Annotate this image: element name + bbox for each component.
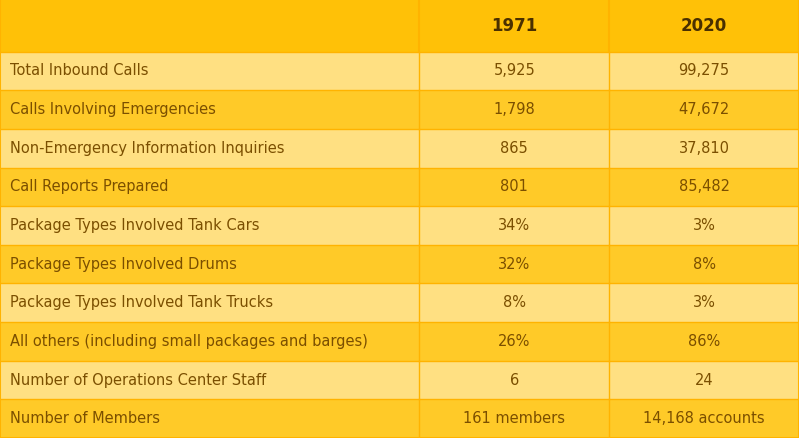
Text: 5,925: 5,925 — [494, 64, 535, 78]
Text: 1,798: 1,798 — [494, 102, 535, 117]
Bar — [0, 129, 799, 168]
Text: 99,275: 99,275 — [678, 64, 729, 78]
Text: 801: 801 — [500, 180, 528, 194]
Text: 14,168 accounts: 14,168 accounts — [643, 411, 765, 426]
Text: 865: 865 — [500, 141, 528, 156]
Bar — [0, 90, 799, 129]
Bar — [0, 52, 799, 90]
Text: 47,672: 47,672 — [678, 102, 729, 117]
Text: 3%: 3% — [693, 218, 716, 233]
Text: 161 members: 161 members — [463, 411, 566, 426]
Text: 34%: 34% — [499, 218, 531, 233]
Text: Call Reports Prepared: Call Reports Prepared — [10, 180, 169, 194]
Text: Package Types Involved Tank Cars: Package Types Involved Tank Cars — [10, 218, 260, 233]
Text: Number of Members: Number of Members — [10, 411, 161, 426]
Text: 24: 24 — [695, 373, 714, 388]
Text: 6: 6 — [510, 373, 519, 388]
Text: 1971: 1971 — [491, 17, 538, 35]
Text: 8%: 8% — [693, 257, 716, 272]
Text: Total Inbound Calls: Total Inbound Calls — [10, 64, 149, 78]
Bar — [0, 399, 799, 438]
Text: 32%: 32% — [499, 257, 531, 272]
Text: Number of Operations Center Staff: Number of Operations Center Staff — [10, 373, 267, 388]
Bar — [0, 245, 799, 283]
Text: All others (including small packages and barges): All others (including small packages and… — [10, 334, 368, 349]
Bar — [0, 0, 799, 52]
Bar — [0, 283, 799, 322]
Text: Package Types Involved Drums: Package Types Involved Drums — [10, 257, 237, 272]
Bar — [0, 168, 799, 206]
Text: 85,482: 85,482 — [678, 180, 729, 194]
Text: 8%: 8% — [503, 295, 526, 310]
Text: Non-Emergency Information Inquiries: Non-Emergency Information Inquiries — [10, 141, 285, 156]
Text: 37,810: 37,810 — [678, 141, 729, 156]
Text: 2020: 2020 — [681, 17, 727, 35]
Bar — [0, 361, 799, 399]
Text: Calls Involving Emergencies: Calls Involving Emergencies — [10, 102, 217, 117]
Text: 86%: 86% — [688, 334, 720, 349]
Text: 3%: 3% — [693, 295, 716, 310]
Text: 26%: 26% — [498, 334, 531, 349]
Text: Package Types Involved Tank Trucks: Package Types Involved Tank Trucks — [10, 295, 273, 310]
Bar — [0, 206, 799, 245]
Bar — [0, 322, 799, 361]
